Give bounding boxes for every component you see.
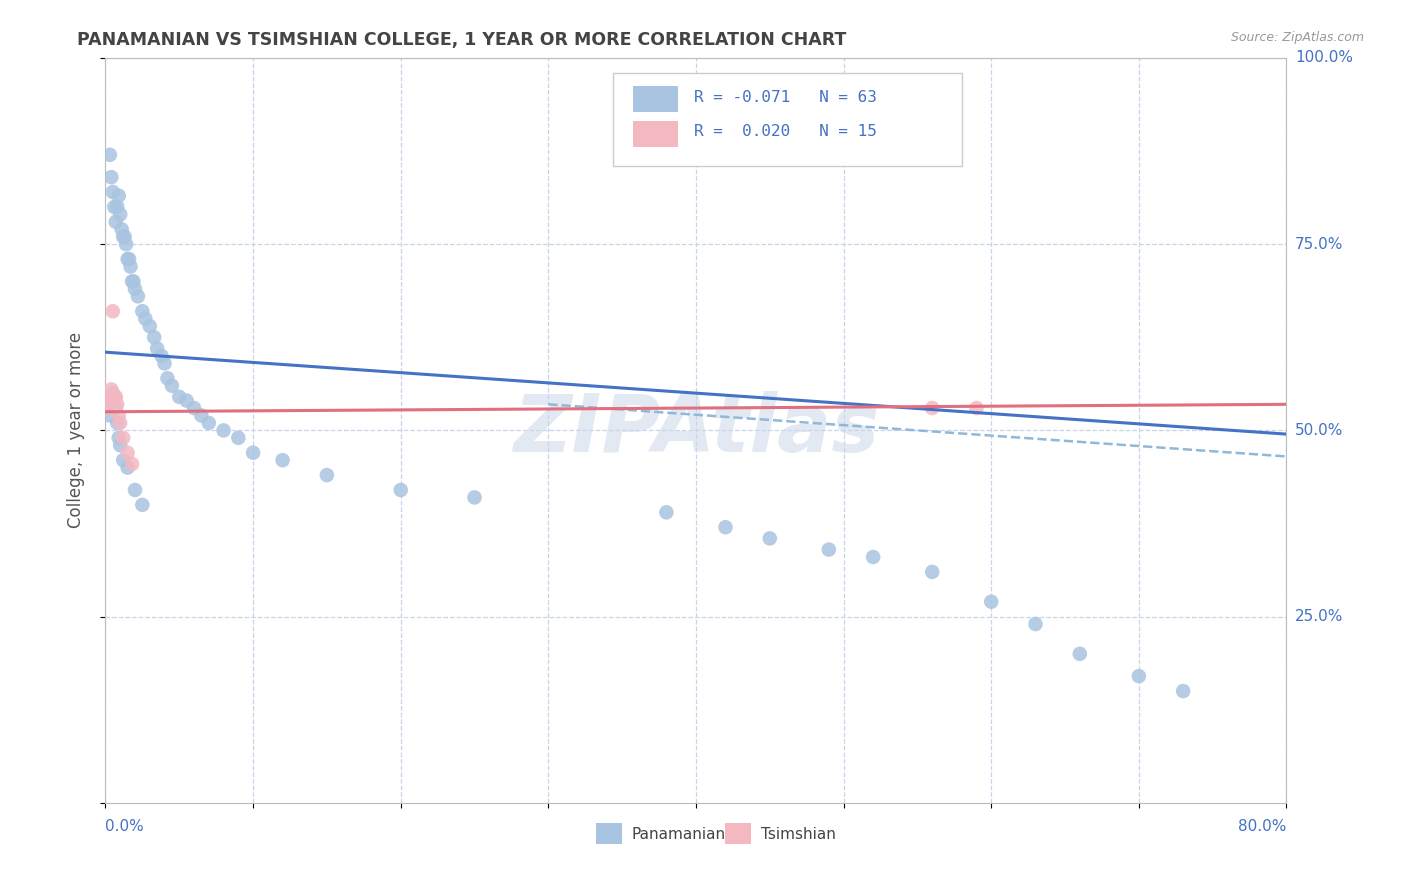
- Point: [107, 409, 129, 423]
- Point: [103, 390, 125, 404]
- Point: [98, 148, 121, 162]
- Point: [121, 274, 143, 288]
- Bar: [596, 823, 621, 844]
- Text: Panamanians: Panamanians: [631, 827, 733, 841]
- Point: [190, 409, 212, 423]
- Bar: [633, 86, 678, 112]
- Point: [921, 565, 943, 579]
- Point: [242, 446, 264, 460]
- Point: [143, 330, 166, 344]
- Point: [105, 397, 128, 411]
- Point: [107, 431, 129, 445]
- Point: [131, 304, 153, 318]
- Point: [464, 491, 486, 505]
- Point: [197, 416, 219, 430]
- Point: [212, 423, 235, 437]
- Point: [146, 342, 169, 356]
- Point: [100, 383, 122, 397]
- Point: [112, 453, 135, 467]
- Point: [105, 416, 128, 430]
- Point: [103, 390, 125, 404]
- Point: [160, 378, 183, 392]
- Point: [112, 229, 135, 244]
- Point: [1171, 684, 1194, 698]
- Bar: [725, 823, 751, 844]
- Point: [110, 416, 132, 430]
- Point: [111, 222, 134, 236]
- Point: [271, 453, 294, 467]
- Point: [117, 252, 139, 266]
- Point: [228, 431, 250, 445]
- Point: [1024, 617, 1046, 632]
- Point: [153, 356, 176, 370]
- Point: [655, 505, 678, 519]
- Point: [98, 409, 121, 423]
- Text: PANAMANIAN VS TSIMSHIAN COLLEGE, 1 YEAR OR MORE CORRELATION CHART: PANAMANIAN VS TSIMSHIAN COLLEGE, 1 YEAR …: [77, 31, 846, 49]
- Point: [124, 483, 146, 497]
- FancyBboxPatch shape: [613, 73, 962, 166]
- Text: R = -0.071   N = 63: R = -0.071 N = 63: [693, 90, 876, 105]
- Point: [122, 274, 145, 288]
- Point: [114, 229, 136, 244]
- Point: [101, 386, 124, 401]
- Point: [104, 390, 127, 404]
- Point: [101, 185, 124, 199]
- Point: [1128, 669, 1150, 683]
- Point: [134, 311, 156, 326]
- Point: [156, 371, 179, 385]
- Point: [101, 390, 124, 404]
- Point: [389, 483, 412, 497]
- Point: [714, 520, 737, 534]
- Point: [100, 393, 122, 408]
- Text: 75.0%: 75.0%: [1295, 236, 1343, 252]
- Point: [118, 252, 141, 266]
- Point: [127, 289, 149, 303]
- Bar: [633, 120, 678, 147]
- Point: [110, 438, 132, 452]
- Point: [965, 401, 987, 415]
- Point: [104, 215, 127, 229]
- Point: [120, 260, 142, 274]
- Point: [980, 595, 1002, 609]
- Point: [110, 207, 132, 221]
- Text: 25.0%: 25.0%: [1295, 609, 1343, 624]
- Point: [169, 390, 191, 404]
- Text: R =  0.020   N = 15: R = 0.020 N = 15: [693, 124, 876, 139]
- Text: 100.0%: 100.0%: [1295, 51, 1353, 65]
- Point: [97, 393, 120, 408]
- Point: [115, 237, 138, 252]
- Point: [183, 401, 205, 415]
- Point: [117, 460, 139, 475]
- Text: Source: ZipAtlas.com: Source: ZipAtlas.com: [1230, 31, 1364, 45]
- Point: [117, 446, 139, 460]
- Point: [105, 200, 128, 214]
- Point: [98, 401, 121, 415]
- Point: [138, 319, 162, 334]
- Point: [103, 200, 125, 214]
- Text: 80.0%: 80.0%: [1239, 819, 1286, 834]
- Point: [131, 498, 153, 512]
- Point: [107, 188, 129, 202]
- Text: ZIPAtlas: ZIPAtlas: [513, 392, 879, 469]
- Point: [1069, 647, 1091, 661]
- Point: [759, 532, 782, 546]
- Point: [921, 401, 943, 415]
- Point: [124, 282, 146, 296]
- Text: Tsimshian: Tsimshian: [761, 827, 835, 841]
- Point: [176, 393, 198, 408]
- Point: [104, 401, 127, 415]
- Point: [862, 549, 884, 564]
- Point: [121, 457, 143, 471]
- Point: [112, 431, 135, 445]
- Point: [100, 170, 122, 185]
- Text: 50.0%: 50.0%: [1295, 423, 1343, 438]
- Text: 0.0%: 0.0%: [105, 819, 145, 834]
- Point: [315, 468, 337, 483]
- Point: [818, 542, 841, 557]
- Point: [150, 349, 173, 363]
- Point: [101, 304, 124, 318]
- Y-axis label: College, 1 year or more: College, 1 year or more: [66, 333, 84, 528]
